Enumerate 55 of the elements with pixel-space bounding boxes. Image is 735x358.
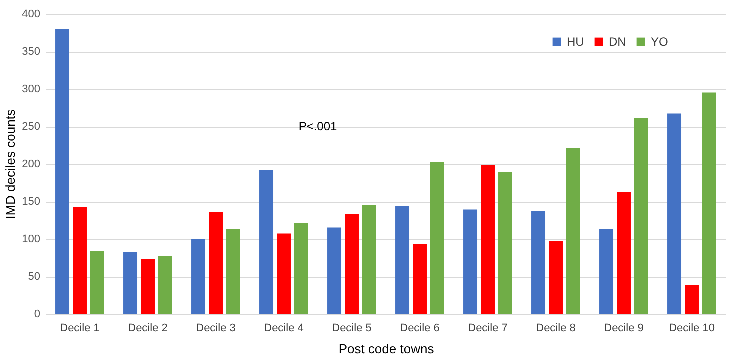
y-axis-title: IMD deciles counts [3,109,18,220]
bar [396,206,410,314]
bar [328,228,342,314]
bar [260,170,274,314]
y-tick-label: 400 [22,8,40,20]
bar [685,286,699,314]
y-tick-label: 150 [22,196,40,208]
bar [617,192,631,314]
bar [481,166,495,314]
bar [158,256,172,314]
annotation: P<.001 [298,120,338,134]
bar [668,114,682,314]
bar [192,239,206,314]
bar [277,234,291,314]
bar [532,211,546,314]
bar [294,223,308,314]
y-tick-label: 200 [22,158,40,170]
x-tick-label: Decile 1 [60,322,100,334]
bar [566,148,580,314]
bar [209,212,223,314]
x-axis-title: Post code towns [338,342,435,356]
x-tick-label: Decile 3 [196,322,236,334]
y-tick-label: 100 [22,234,40,246]
x-tick-label: Decile 9 [604,322,644,334]
bar [634,118,648,314]
y-tick-label: 300 [22,84,40,96]
y-tick-label: 250 [22,121,40,133]
legend-label: YO [651,35,668,49]
legend-label: DN [609,35,626,49]
bar [549,241,563,314]
legend-label: HU [567,35,584,49]
bar [413,244,427,314]
bar [56,29,70,314]
bar [90,251,104,314]
bar [702,92,716,314]
x-tick-label: Decile 2 [128,322,168,334]
x-tick-label: Decile 5 [332,322,372,334]
bar [345,214,359,314]
bar [498,172,512,314]
y-tick-label: 350 [22,46,40,58]
bar [430,162,444,314]
x-tick-label: Decile 6 [400,322,440,334]
x-tick-label: Decile 7 [468,322,508,334]
bar [362,205,376,314]
x-tick-label: Decile 4 [264,322,304,334]
bar [600,229,614,314]
y-tick-label: 0 [34,308,40,320]
bar [141,259,155,314]
bar [464,210,478,314]
x-tick-label: Decile 8 [536,322,576,334]
bar [73,208,87,314]
y-tick-label: 50 [28,271,40,283]
bar [226,229,240,314]
x-tick-label: Decile 10 [669,322,715,334]
bar [124,252,138,314]
